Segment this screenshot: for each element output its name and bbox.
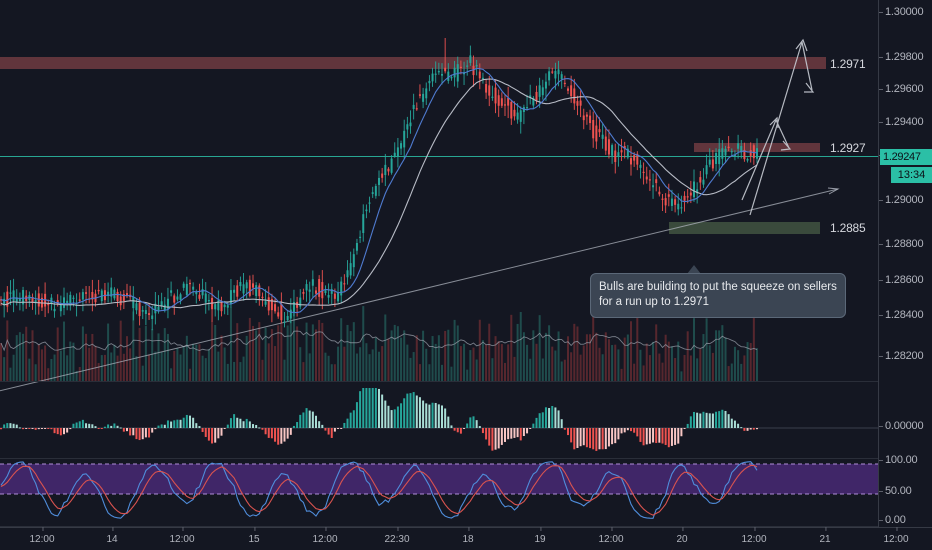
stochastic-d-line bbox=[0, 464, 758, 516]
level-label-1-2885: 1.2885 bbox=[830, 221, 866, 235]
stochastic-k-line bbox=[0, 461, 758, 519]
stochastic-band bbox=[0, 464, 878, 494]
annotation-note[interactable]: Bulls are building to put the squeeze on… bbox=[590, 273, 846, 319]
current-price-badge: 1.29247 bbox=[880, 149, 932, 165]
time-tick: 12:00 bbox=[312, 527, 338, 545]
price-tick: 50.00 bbox=[879, 485, 912, 497]
stochastic-svg bbox=[0, 461, 878, 519]
rising-trendline-arrow bbox=[827, 187, 840, 195]
separator-price-macd bbox=[0, 381, 878, 382]
price-tick: 100.00 bbox=[878, 454, 918, 466]
price-tick: 0.00 bbox=[879, 514, 906, 526]
price-tick: 1.29600 bbox=[878, 83, 924, 95]
time-tick: 15 bbox=[248, 527, 260, 545]
separator-bottom bbox=[0, 526, 878, 527]
time-tick: 12:00 bbox=[29, 527, 55, 545]
price-tick: 1.28400 bbox=[878, 309, 924, 321]
time-tick: 12:00 bbox=[741, 527, 767, 545]
current-price-line bbox=[0, 156, 878, 157]
volume-ma-line bbox=[0, 330, 758, 352]
time-tick: 12:00 bbox=[169, 527, 195, 545]
time-tick: 22:30 bbox=[384, 527, 410, 545]
price-pane[interactable]: 1.2971 1.2927 1.2885 Bulls are building … bbox=[0, 0, 878, 392]
macd-pane[interactable] bbox=[0, 382, 878, 458]
price-tick: 1.28600 bbox=[878, 274, 924, 286]
time-tick: 19 bbox=[534, 527, 546, 545]
price-tick: 0.00000 bbox=[878, 420, 924, 432]
resistance-zone-1-2971[interactable] bbox=[0, 57, 826, 69]
price-tick: 1.28800 bbox=[878, 238, 924, 250]
level-label-1-2927: 1.2927 bbox=[830, 141, 866, 155]
annotation-tail bbox=[687, 265, 701, 274]
time-tick: 18 bbox=[462, 527, 474, 545]
time-tick: 14 bbox=[106, 527, 118, 545]
time-tick: 12:00 bbox=[598, 527, 624, 545]
price-tick: 1.30000 bbox=[878, 6, 924, 18]
support-zone-1-2885[interactable] bbox=[669, 222, 820, 234]
price-tick: 1.29800 bbox=[878, 51, 924, 63]
resistance-zone-1-2927[interactable] bbox=[694, 143, 820, 152]
time-axis[interactable]: 12:00 14 12:00 15 12:00 22:30 18 19 12:00 20 12:00… bbox=[0, 527, 932, 550]
macd-bars bbox=[0, 388, 758, 451]
stochastic-pane[interactable] bbox=[0, 459, 878, 527]
time-tick: 12:00 bbox=[883, 527, 909, 545]
macd-histogram-svg bbox=[0, 388, 878, 451]
level-label-1-2971: 1.2971 bbox=[830, 57, 866, 71]
time-tick: 20 bbox=[676, 527, 688, 545]
price-tick: 1.29400 bbox=[878, 116, 924, 128]
bar-countdown-badge: 13:34 bbox=[891, 167, 932, 183]
price-tick: 1.29000 bbox=[878, 194, 924, 206]
price-axis[interactable]: 1.300001.298001.296001.294001.292001.290… bbox=[878, 0, 932, 527]
time-tick: 21 bbox=[819, 527, 831, 545]
separator-macd-stoch bbox=[0, 458, 878, 459]
price-tick: 1.28200 bbox=[878, 350, 924, 362]
